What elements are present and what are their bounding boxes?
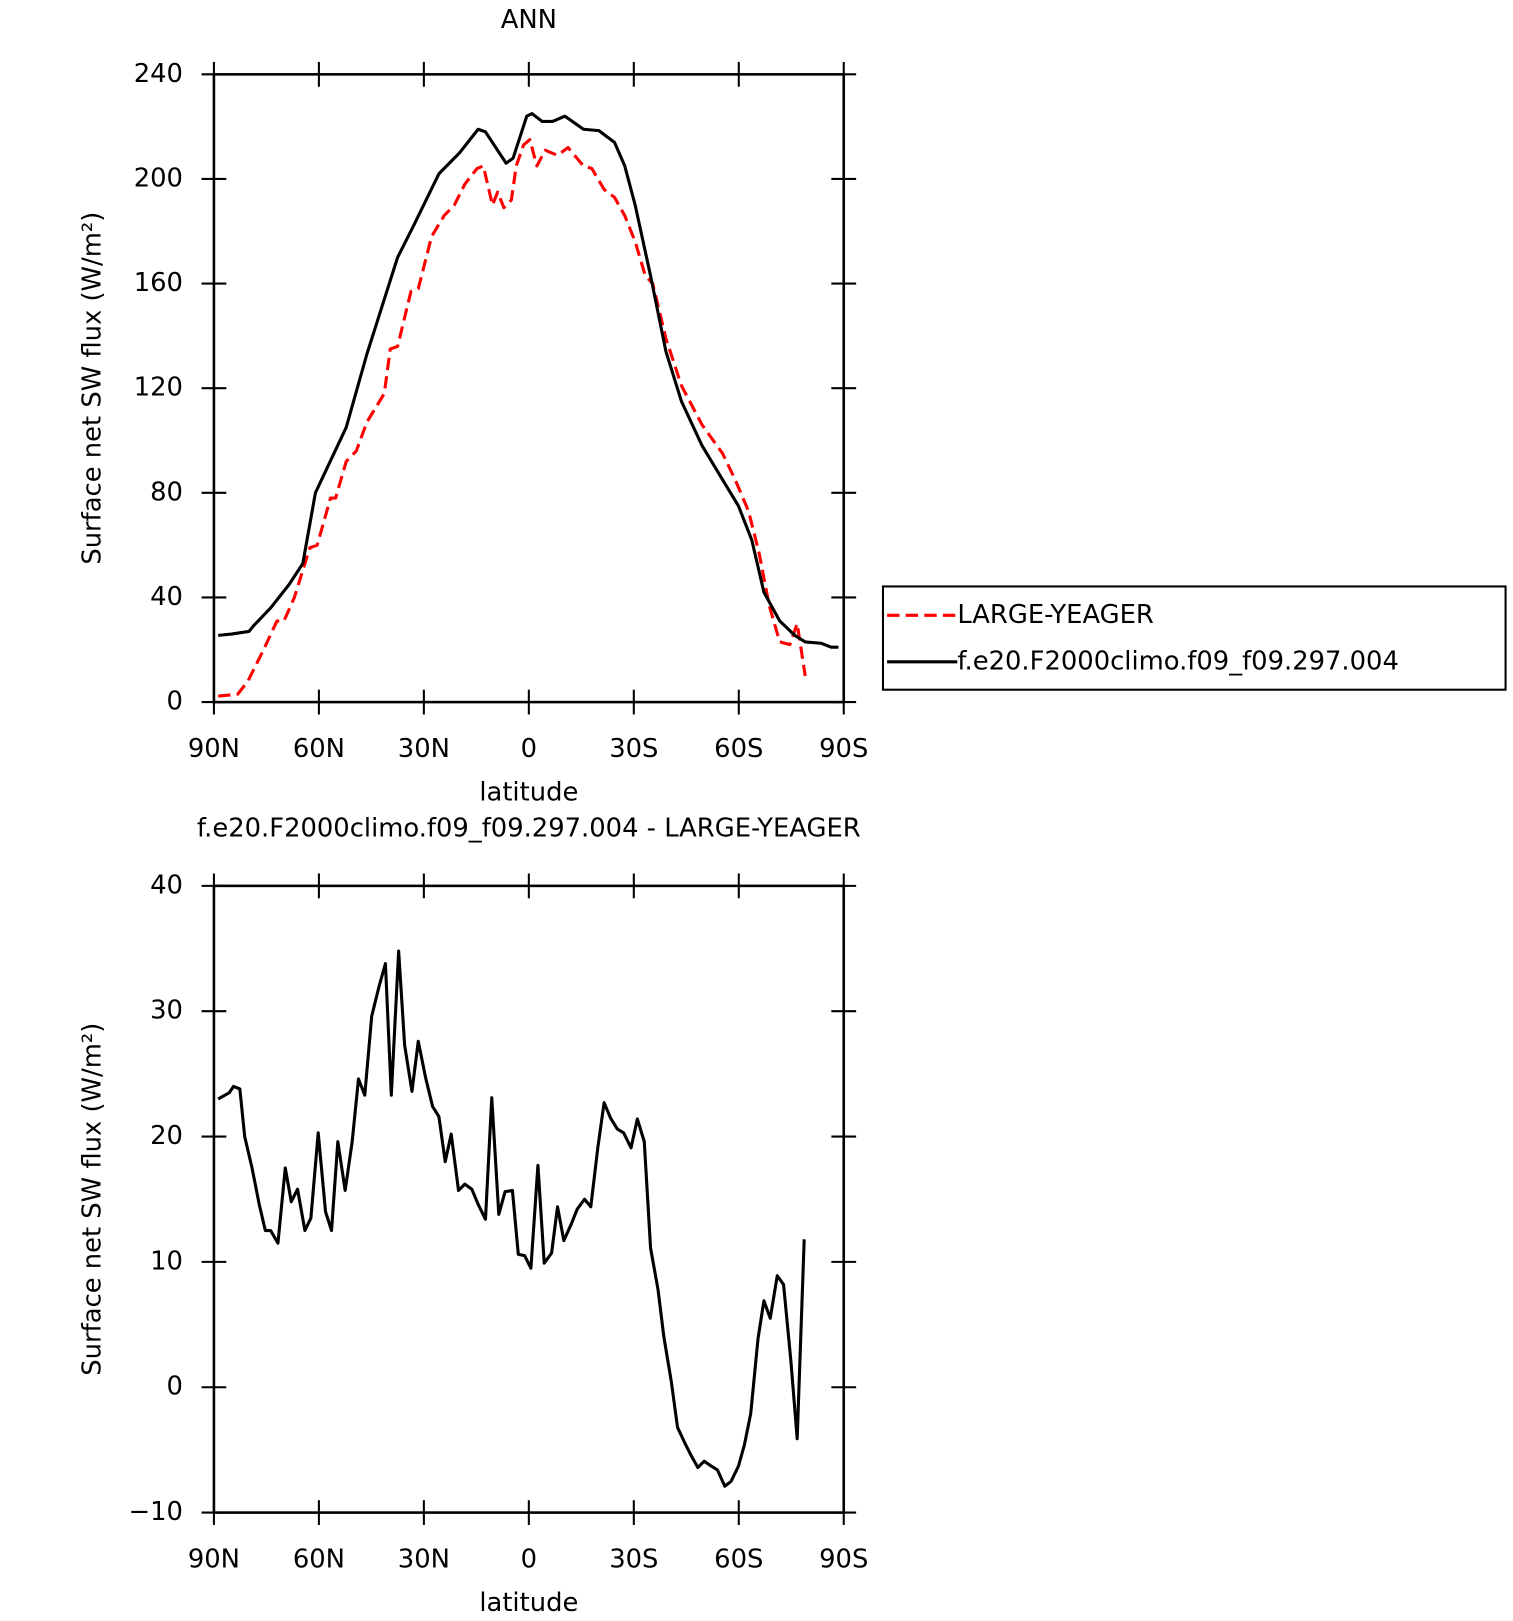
y-tick-label: 40 xyxy=(150,870,183,900)
y-tick-label: −10 xyxy=(129,1497,183,1527)
x-tick-label: 30S xyxy=(609,1545,658,1575)
y-tick-label: 160 xyxy=(134,268,183,298)
x-tick-label: 90S xyxy=(819,1545,868,1575)
y-tick-label: 200 xyxy=(134,163,183,193)
x-tick-label: 30N xyxy=(398,1545,450,1575)
y-axis-label: Surface net SW flux (W/m²) xyxy=(78,1023,108,1376)
y-tick-label: 30 xyxy=(150,996,183,1026)
y-tick-label: 40 xyxy=(150,582,183,612)
x-tick-label: 60N xyxy=(293,1545,345,1575)
x-tick-label: 30S xyxy=(609,734,658,764)
x-tick-label: 60N xyxy=(293,734,345,764)
plot-frame xyxy=(212,884,846,1514)
y-tick-label: 0 xyxy=(167,1372,183,1402)
data-line xyxy=(217,949,806,1488)
legend-label: f.e20.F2000climo.f09_f09.297.004 xyxy=(957,646,1399,676)
x-axis-label: latitude xyxy=(479,777,578,807)
x-tick-label: 90S xyxy=(819,734,868,764)
legend-box xyxy=(881,585,1507,691)
x-tick-label: 0 xyxy=(521,734,537,764)
y-tick-label: 10 xyxy=(150,1246,183,1276)
x-tick-label: 30N xyxy=(398,734,450,764)
data-line xyxy=(218,138,807,698)
y-tick-label: 120 xyxy=(134,373,183,403)
y-tick-label: 80 xyxy=(150,477,183,507)
x-tick-label: 90N xyxy=(188,734,240,764)
plot-frame xyxy=(212,73,846,704)
x-tick-label: 60S xyxy=(714,1545,763,1575)
x-axis-label: latitude xyxy=(479,1588,578,1618)
data-line xyxy=(218,112,839,649)
chart-title: ANN xyxy=(501,5,557,35)
y-axis-label: Surface net SW flux (W/m²) xyxy=(78,212,108,565)
legend-label: LARGE-YEAGER xyxy=(957,600,1154,630)
x-tick-label: 90N xyxy=(188,1545,240,1575)
y-tick-label: 0 xyxy=(167,687,183,717)
x-tick-label: 0 xyxy=(521,1545,537,1575)
chart-title: f.e20.F2000climo.f09_f09.297.004 - LARGE… xyxy=(197,814,861,844)
y-tick-label: 20 xyxy=(150,1121,183,1151)
x-tick-label: 60S xyxy=(714,734,763,764)
y-tick-label: 240 xyxy=(134,59,183,89)
